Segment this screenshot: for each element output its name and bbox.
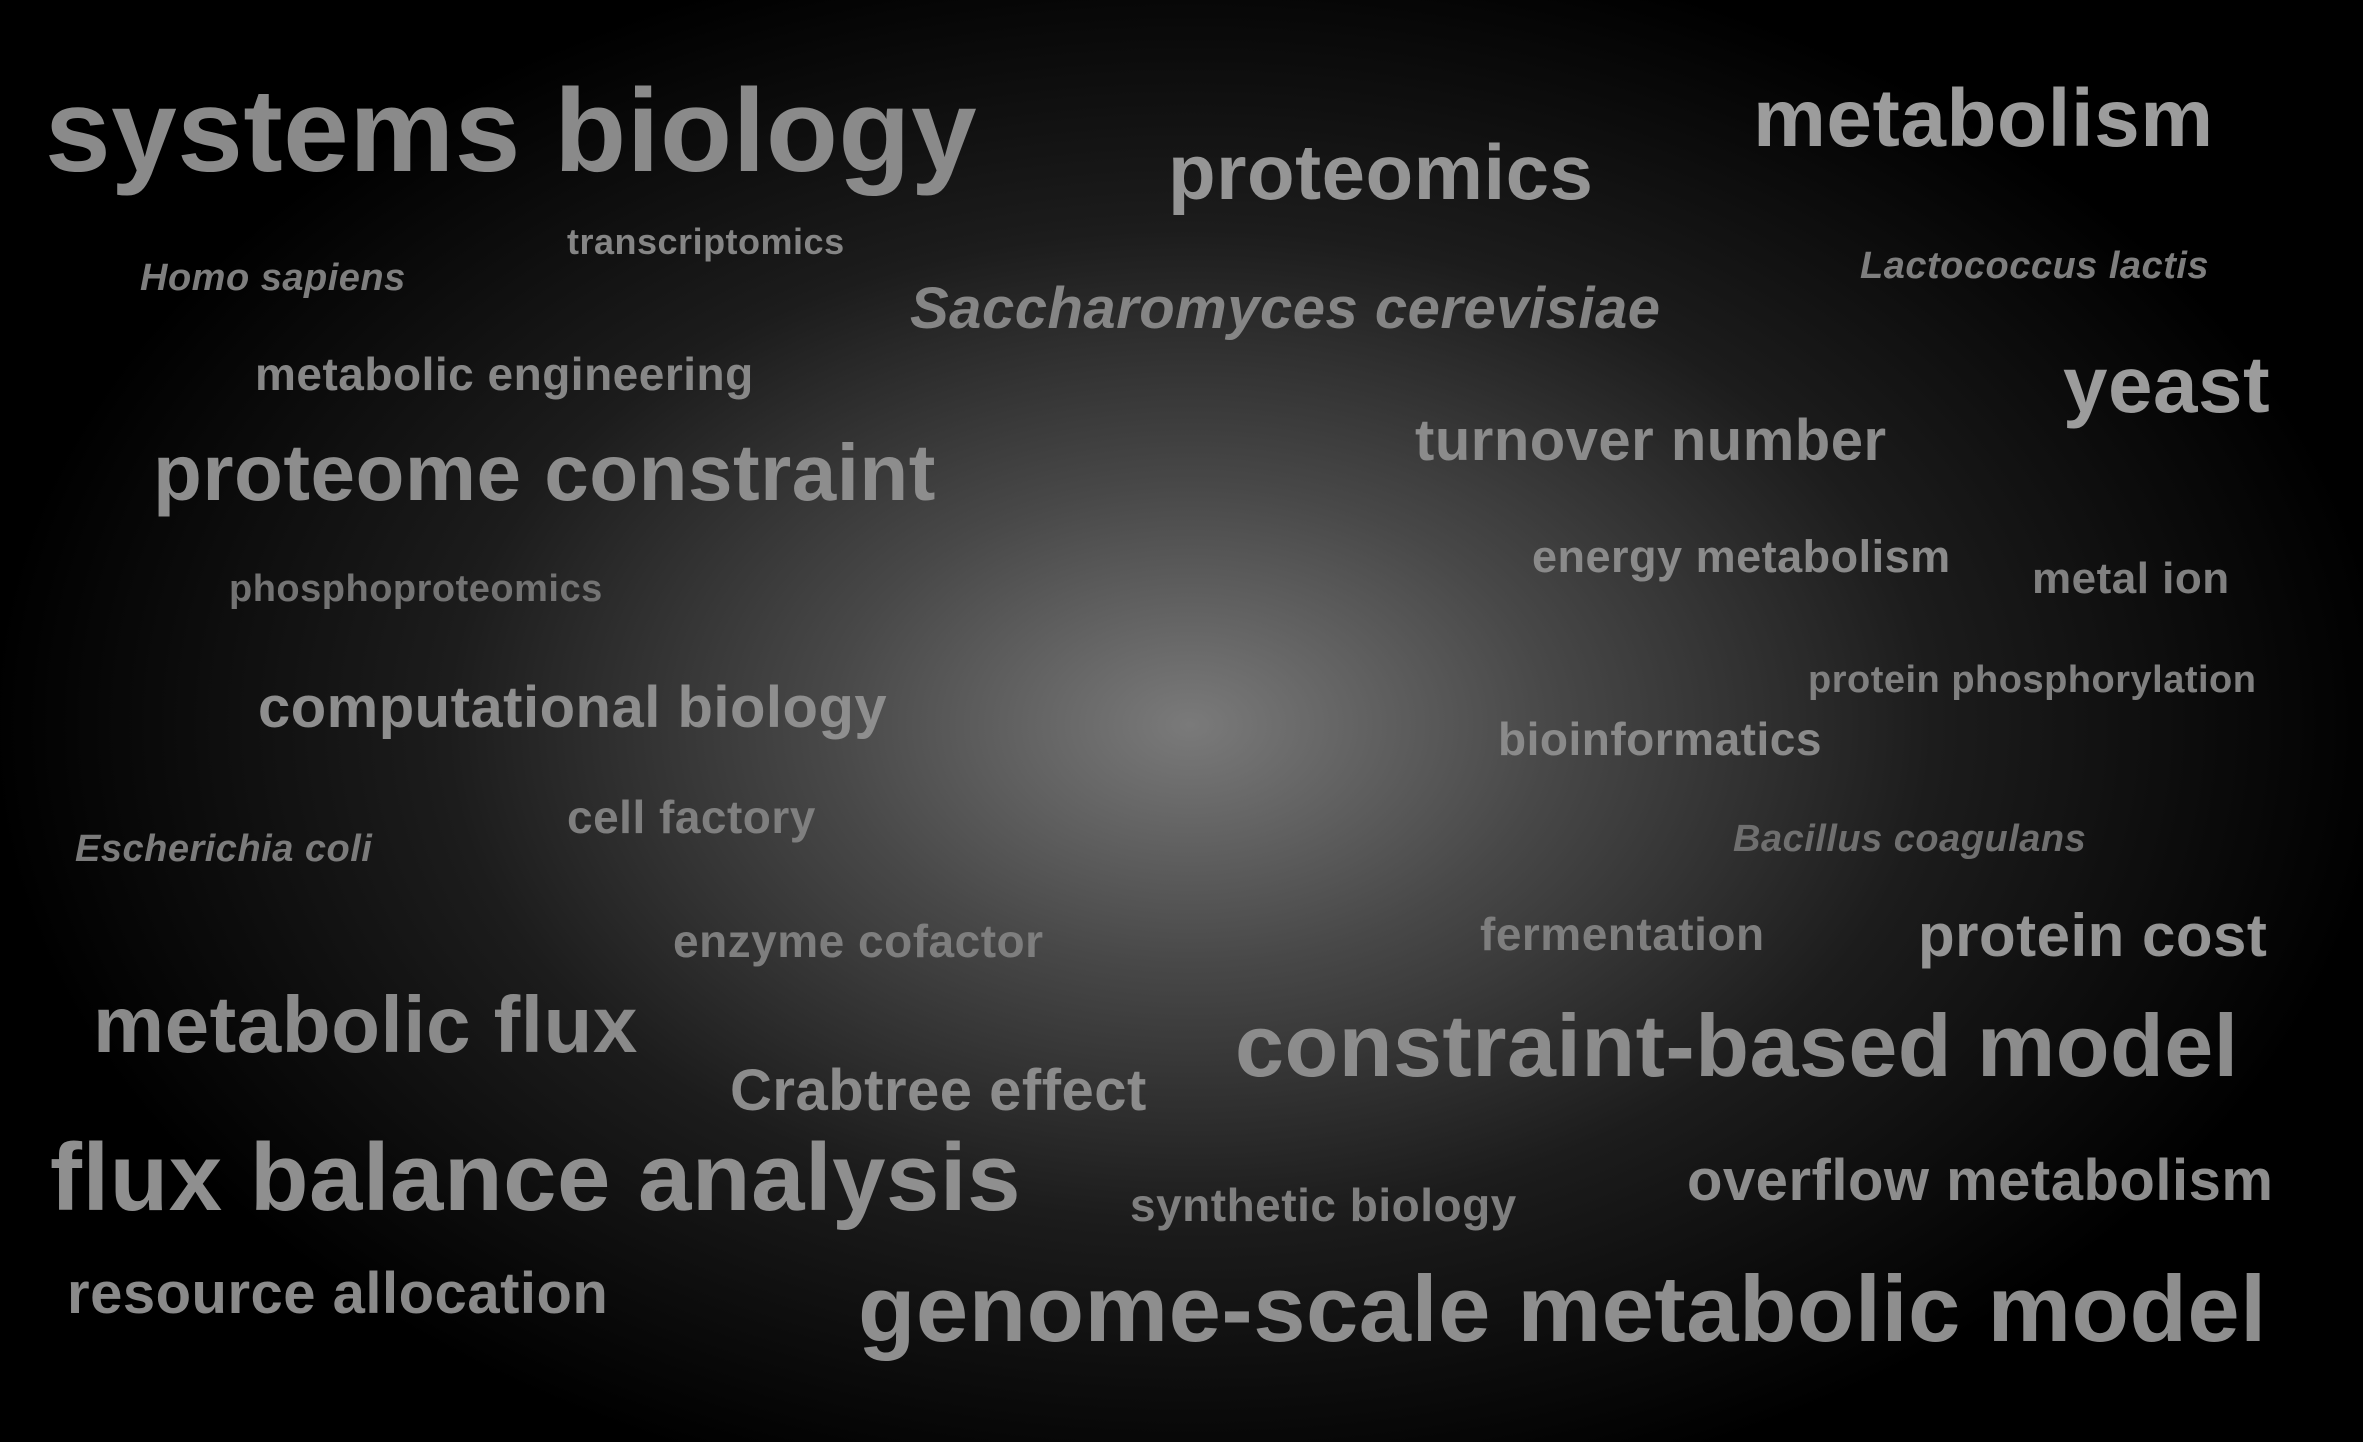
term-cell-factory: cell factory (567, 791, 816, 843)
term-enzyme-cofactor: enzyme cofactor (673, 915, 1044, 967)
term-metabolic-engineering: metabolic engineering (255, 348, 754, 400)
term-homo-sapiens: Homo sapiens (140, 257, 406, 299)
term-bacillus-coagulans: Bacillus coagulans (1733, 818, 2087, 860)
term-proteomics: proteomics (1168, 128, 1594, 216)
term-fermentation: fermentation (1480, 908, 1765, 960)
term-protein-cost: protein cost (1918, 902, 2268, 969)
term-metabolism: metabolism (1753, 73, 2214, 164)
term-bioinformatics: bioinformatics (1498, 713, 1822, 765)
term-crabtree-effect: Crabtree effect (730, 1058, 1147, 1123)
term-genome-scale-metabolic-model: genome-scale metabolic model (858, 1256, 2267, 1361)
term-proteome-constraint: proteome constraint (153, 428, 936, 517)
term-turnover-number: turnover number (1415, 408, 1887, 473)
term-energy-metabolism: energy metabolism (1532, 531, 1951, 582)
term-metal-ion: metal ion (2032, 554, 2230, 603)
term-escherichia-coli: Escherichia coli (75, 828, 373, 870)
term-lactococcus-lactis: Lactococcus lactis (1860, 245, 2210, 287)
term-constraint-based-model: constraint-based model (1235, 996, 2239, 1095)
term-resource-allocation: resource allocation (67, 1261, 609, 1326)
term-computational-biology: computational biology (258, 675, 888, 740)
term-overflow-metabolism: overflow metabolism (1687, 1148, 2274, 1213)
term-flux-balance-analysis: flux balance analysis (50, 1124, 1021, 1231)
term-saccharomyces-cerevisiae: Saccharomyces cerevisiae (910, 276, 1661, 341)
term-metabolic-flux: metabolic flux (93, 980, 638, 1069)
term-synthetic-biology: synthetic biology (1130, 1179, 1517, 1231)
term-protein-phosphorylation: protein phosphorylation (1808, 659, 2257, 701)
term-systems-biology: systems biology (45, 65, 978, 197)
term-yeast: yeast (2063, 340, 2271, 429)
term-phosphoproteomics: phosphoproteomics (229, 568, 603, 610)
term-transcriptomics: transcriptomics (567, 221, 845, 262)
